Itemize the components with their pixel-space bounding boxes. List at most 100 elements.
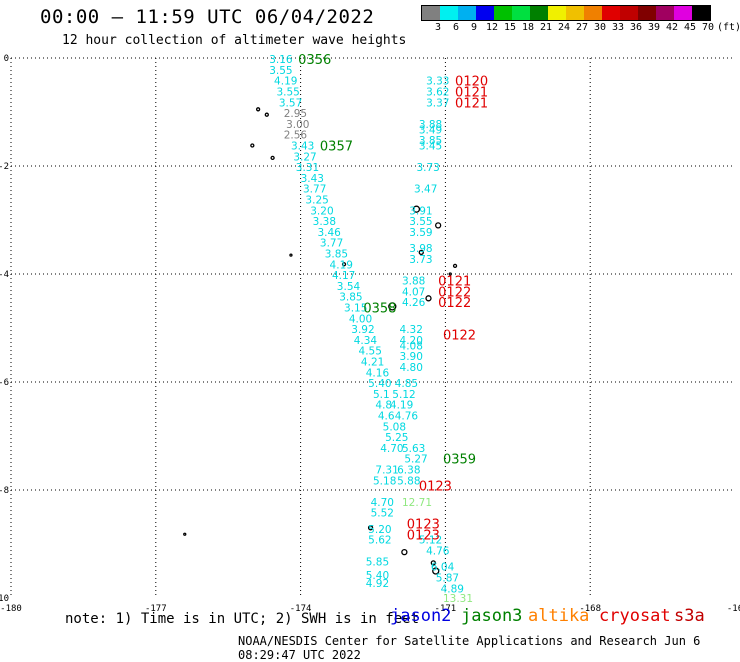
x-tick-label: -168 — [579, 604, 601, 614]
legend-s3a: s3a — [674, 606, 705, 626]
legend-jason2: jason2 — [390, 606, 452, 626]
legend-label: 70 — [701, 22, 715, 33]
wave-height-label: 4.70 — [371, 497, 394, 509]
wave-height-label: 5.12 — [419, 535, 442, 547]
island-marker — [270, 155, 275, 161]
pass-time-label: 0123 — [419, 480, 452, 495]
map-grid — [10, 57, 735, 598]
island-marker — [183, 532, 187, 536]
pass-time-label: 0122 — [443, 328, 476, 343]
wave-height-label: 3.54 — [337, 281, 361, 293]
legend-label: 3 — [434, 22, 442, 33]
legend-label: 6 — [452, 22, 460, 33]
legend-label: 42 — [665, 22, 679, 33]
legend-swatch — [530, 6, 548, 20]
wave-height-label: 3.55 — [409, 216, 432, 228]
wave-height-label: 4.26 — [402, 297, 426, 309]
pass-time-label: 0359 — [443, 453, 476, 468]
pass-time-label: 0120 — [455, 75, 488, 90]
axis-ticks: -180 -177 -174 -171 -168 -16 0 -2 -4 -6 -8 -10 — [0, 54, 740, 614]
island-marker — [367, 525, 374, 531]
pass-time-label: 0356 — [298, 53, 331, 68]
y-tick-label: 0 — [4, 54, 9, 64]
legend-label: 36 — [629, 22, 643, 33]
y-tick-label: -6 — [0, 378, 9, 388]
wave-height-label: 3.45 — [419, 140, 442, 152]
legend-swatch — [584, 6, 602, 20]
wave-height-label: 3.77 — [320, 238, 343, 250]
wave-height-label: 5.08 — [383, 421, 406, 433]
wave-height-label: 5.40 — [368, 378, 391, 390]
wave-height-label: 5.85 — [366, 556, 389, 568]
island-marker — [255, 107, 261, 112]
y-tick-label: -8 — [0, 486, 9, 496]
pass-time-label: 0123 — [407, 517, 440, 532]
wave-height-label: 3.91 — [409, 205, 432, 217]
legend-label: 39 — [647, 22, 661, 33]
island-marker — [264, 112, 269, 117]
wave-height-label: 5.20 — [368, 524, 391, 536]
wave-height-label: 3.43 — [291, 140, 314, 152]
island-marker — [418, 249, 424, 256]
legend-label: 33 — [611, 22, 625, 33]
legend-swatch — [656, 6, 674, 20]
wave-height-label: 3.20 — [310, 205, 333, 217]
pass-time-label: 0358 — [363, 301, 396, 316]
wave-height-label: 4.08 — [400, 340, 423, 352]
island-marker — [341, 262, 347, 267]
pass-time-label: 0121 — [455, 85, 488, 100]
wave-height-label: 3.46 — [317, 227, 341, 239]
pass-time-labels: 0356035703580359012001210121012101220122… — [298, 53, 488, 543]
wave-height-label: 4.55 — [359, 346, 382, 358]
legend-label: 9 — [470, 22, 478, 33]
legend-swatch — [512, 6, 530, 20]
x-tick-label: -177 — [145, 604, 167, 614]
wave-height-label: 3.15 — [344, 302, 367, 314]
island-marker — [435, 222, 442, 229]
legend-swatch — [566, 6, 584, 20]
legend-label: 24 — [557, 22, 571, 33]
wave-height-label: 3.49 — [419, 124, 442, 136]
wave-height-label: 3.16 — [269, 54, 293, 66]
legend-swatch — [638, 6, 656, 20]
wave-height-label: 4.34 — [354, 335, 378, 347]
wave-height-label: 2.95 — [284, 108, 307, 120]
wave-height-label: 3.25 — [305, 194, 328, 206]
wave-height-label: 3.55 — [276, 86, 299, 98]
wave-height-label: 3.43 — [301, 173, 324, 185]
legend-swatch — [476, 6, 494, 20]
island-marker — [250, 143, 255, 148]
wave-height-label: 3.88 — [402, 275, 425, 287]
legend-swatch — [548, 6, 566, 20]
wave-height-label: 3.90 — [400, 351, 423, 363]
wave-height-label: 4.20 — [400, 335, 423, 347]
wave-height-label: 3.85 — [339, 292, 362, 304]
legend-label: 18 — [521, 22, 535, 33]
wave-height-label: 4.21 — [361, 356, 384, 368]
legend-swatch — [674, 6, 692, 20]
wave-height-label: 5.62 — [368, 535, 391, 547]
wave-height-label: 5.1 — [373, 389, 390, 401]
pass-time-label: 0122 — [438, 296, 471, 311]
legend-altika: altika — [528, 606, 590, 626]
y-tick-label: -2 — [0, 162, 9, 172]
y-tick-label: -4 — [0, 270, 9, 280]
wave-height-label: 5.27 — [404, 454, 427, 466]
wave-height-label: 13.31 — [443, 593, 473, 605]
wave-height-label: 4.19 — [330, 259, 353, 271]
y-tick-label: -10 — [0, 594, 9, 604]
wave-height-label: 3.85 — [419, 135, 442, 147]
wave-height-label: 3.59 — [409, 227, 432, 239]
color-legend — [421, 5, 711, 21]
island-marker — [432, 567, 440, 575]
island-markers — [183, 107, 458, 575]
island-marker — [289, 253, 293, 257]
wave-height-label: 3.73 — [409, 254, 432, 266]
wave-height-label: 3.37 — [426, 97, 449, 109]
legend-label: 30 — [593, 22, 607, 33]
wave-height-label: 3.31 — [296, 162, 319, 174]
wave-height-label: 4.17 — [332, 270, 355, 282]
wave-height-label: 5.25 — [385, 432, 408, 444]
wave-height-label: 3.85 — [325, 248, 348, 260]
